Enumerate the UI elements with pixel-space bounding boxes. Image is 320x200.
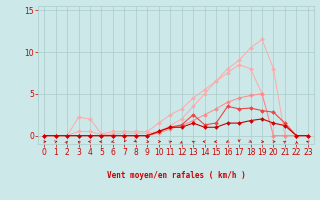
X-axis label: Vent moyen/en rafales ( km/h ): Vent moyen/en rafales ( km/h ) (107, 171, 245, 180)
